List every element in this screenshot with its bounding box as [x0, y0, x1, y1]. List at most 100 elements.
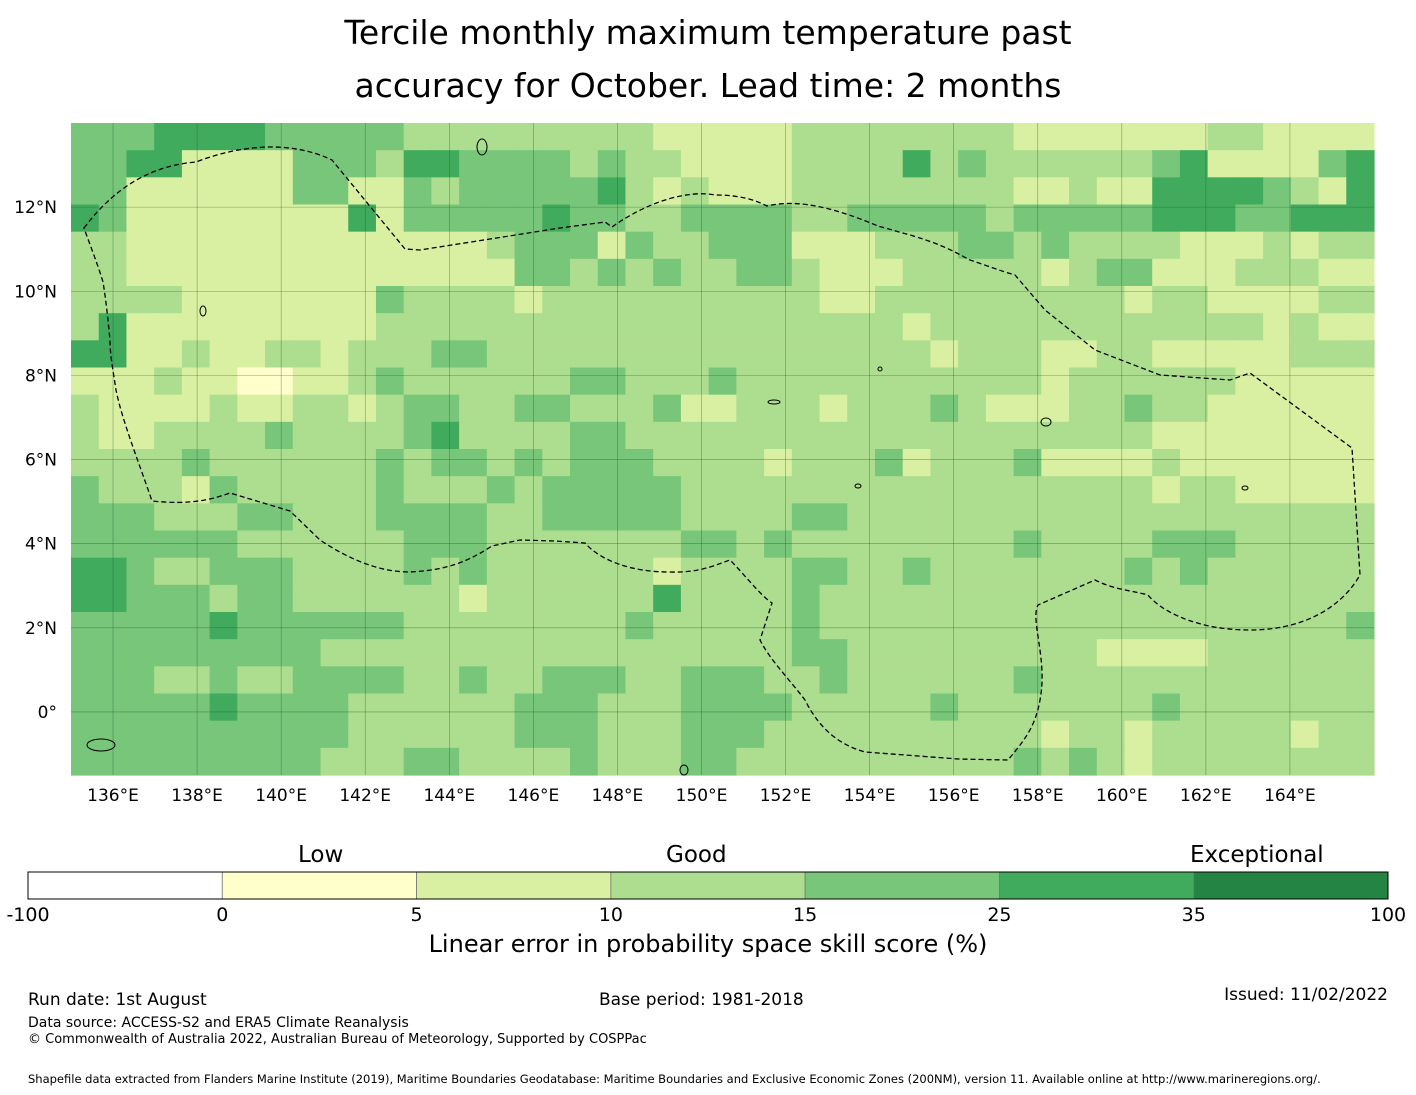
grid-cell	[764, 204, 793, 233]
grid-cell	[570, 449, 599, 477]
grid-cell	[791, 231, 821, 260]
grid-cell	[1124, 666, 1153, 695]
grid-cell	[764, 340, 793, 369]
grid-cell	[265, 639, 294, 667]
grid-cell	[237, 177, 266, 206]
grid-cell	[597, 204, 627, 233]
lon-tick-label: 152°E	[760, 786, 812, 806]
grid-cell	[1290, 177, 1320, 206]
grid-cell	[181, 177, 211, 206]
grid-cell	[1124, 421, 1153, 450]
grid-cell	[1318, 503, 1347, 532]
grid-cell	[764, 612, 793, 640]
grid-cell	[874, 394, 904, 423]
grid-cell	[1096, 177, 1126, 206]
grid-cell	[1124, 177, 1153, 206]
grid-cell	[819, 476, 848, 504]
grid-cell	[1263, 204, 1292, 233]
grid-cell	[764, 286, 793, 314]
grid-cell	[958, 557, 987, 586]
grid-cell	[1013, 367, 1042, 396]
grid-cell	[459, 177, 488, 206]
grid-cell	[514, 503, 543, 532]
grid-cell	[930, 503, 959, 532]
grid-cell	[985, 286, 1015, 314]
grid-cell	[819, 123, 848, 151]
grid-cell	[1207, 666, 1236, 695]
grid-cell	[764, 449, 793, 477]
lon-tick-label: 150°E	[676, 786, 728, 806]
grid-cell	[514, 177, 543, 206]
grid-cell	[1207, 557, 1236, 586]
grid-cell	[514, 639, 543, 667]
grid-cell	[348, 747, 377, 776]
grid-cell	[874, 449, 904, 477]
grid-cell	[1290, 693, 1320, 722]
skill-score-grid	[71, 123, 1375, 776]
grid-cell	[1013, 340, 1042, 369]
grid-cell	[181, 666, 211, 695]
grid-cell	[1179, 584, 1209, 613]
grid-cell	[708, 530, 737, 559]
grid-cell	[71, 204, 100, 233]
grid-cell	[1346, 476, 1375, 504]
colorbar-tick-label: 15	[793, 904, 817, 926]
grid-cell	[1124, 258, 1153, 287]
grid-cell	[1179, 639, 1209, 667]
grid-cell	[209, 177, 238, 206]
grid-cell	[209, 367, 238, 396]
grid-cell	[680, 340, 710, 369]
title-line-1: Tercile monthly maximum temperature past	[344, 13, 1072, 52]
grid-cell	[154, 557, 183, 586]
grid-cell	[570, 231, 599, 260]
grid-cell	[1124, 394, 1153, 423]
grid-cell	[348, 584, 377, 613]
grid-cell	[625, 394, 654, 423]
grid-cell	[1069, 313, 1098, 341]
grid-cell	[1096, 123, 1126, 151]
grid-cell	[1318, 747, 1347, 776]
grid-cell	[1318, 231, 1347, 260]
grid-cell	[375, 584, 405, 613]
grid-cell	[1235, 693, 1264, 722]
grid-cell	[71, 476, 100, 504]
grid-cell	[431, 530, 460, 559]
grid-cell	[348, 449, 377, 477]
grid-cell	[570, 421, 599, 450]
grid-cell	[680, 557, 710, 586]
grid-cell	[1263, 720, 1292, 749]
grid-cell	[265, 177, 294, 206]
grid-cell	[292, 313, 322, 341]
grid-cell	[1235, 150, 1264, 178]
grid-cell	[625, 693, 654, 722]
grid-cell	[1179, 557, 1209, 586]
grid-cell	[819, 313, 848, 341]
grid-cell	[902, 449, 932, 477]
grid-cell	[514, 367, 543, 396]
grid-cell	[126, 286, 155, 314]
grid-cell	[1069, 204, 1098, 233]
grid-cell	[181, 720, 211, 749]
grid-cell	[237, 530, 266, 559]
grid-cell	[542, 394, 571, 423]
grid-cell	[597, 530, 627, 559]
grid-cell	[154, 204, 183, 233]
grid-cell	[958, 286, 987, 314]
grid-cell	[237, 286, 266, 314]
grid-cell	[847, 666, 876, 695]
grid-cell	[431, 123, 460, 151]
grid-cell	[1179, 693, 1209, 722]
grid-cell	[625, 150, 654, 178]
grid-cell	[1346, 503, 1375, 532]
grid-cell	[1179, 231, 1209, 260]
grid-cell	[1235, 123, 1264, 151]
grid-cell	[292, 557, 322, 586]
grid-cell	[1346, 584, 1375, 613]
grid-cell	[1318, 612, 1347, 640]
grid-cell	[653, 177, 682, 206]
grid-cell	[1290, 394, 1320, 423]
grid-cell	[1152, 503, 1181, 532]
grid-cell	[736, 177, 765, 206]
grid-cell	[1290, 747, 1320, 776]
grid-cell	[320, 340, 349, 369]
